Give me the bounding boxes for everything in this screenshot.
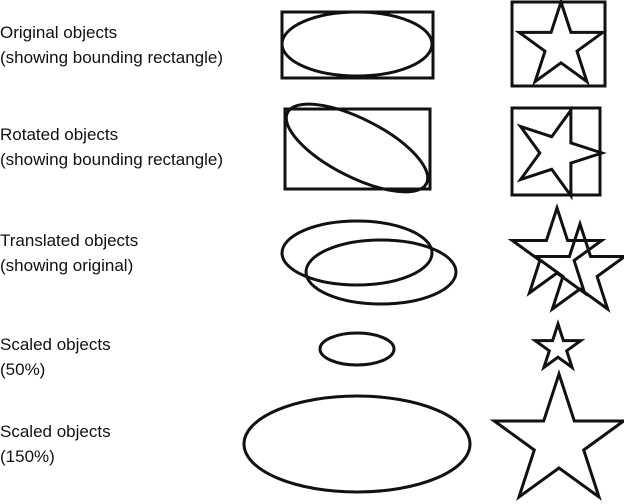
rotated-group: [283, 102, 607, 201]
scaled-150-group: [242, 369, 624, 501]
row-original-note: (showing bounding rectangle): [0, 48, 224, 67]
rotated-ellipse: [284, 102, 430, 194]
original-star: [514, 0, 608, 86]
original-star-bounding-rect: [510, 0, 607, 88]
row-rotated-note: (showing bounding rectangle): [0, 150, 224, 169]
row-translated-label: Translated objects (showing original): [0, 228, 138, 278]
original-group: [280, 0, 608, 88]
row-original-label: Original objects (showing bounding recta…: [0, 20, 223, 70]
scaled-50-group: [318, 319, 586, 372]
row-rotated-title: Rotated objects: [0, 125, 119, 144]
row-scaled-50-note: (50%): [0, 360, 46, 379]
row-translated-title: Translated objects: [0, 231, 139, 250]
row-scaled-150-label: Scaled objects (150%): [0, 419, 111, 469]
rotated-ellipse-bounding-rect: [283, 107, 432, 191]
row-original-title: Original objects: [0, 23, 118, 42]
scaled-150-star: [489, 369, 624, 501]
scaled-50-ellipse: [318, 331, 396, 367]
translated-group: [280, 203, 624, 313]
row-scaled-50-label: Scaled objects (50%): [0, 332, 111, 382]
rotated-star: [516, 105, 607, 201]
row-rotated-label: Rotated objects (showing bounding rectan…: [0, 122, 223, 172]
original-ellipse: [280, 10, 434, 78]
rotated-star-bounding-rect: [510, 106, 602, 197]
translated-ellipse-moved: [304, 238, 458, 306]
scaled-150-ellipse: [242, 394, 472, 494]
translated-ellipse-original: [280, 219, 434, 287]
row-translated-note: (showing original): [0, 256, 134, 275]
row-scaled-150-note: (150%): [0, 447, 55, 466]
row-scaled-50-title: Scaled objects: [0, 335, 111, 354]
row-scaled-150-title: Scaled objects: [0, 422, 111, 441]
translated-star-moved: [530, 219, 624, 313]
scaled-50-star: [530, 319, 586, 372]
